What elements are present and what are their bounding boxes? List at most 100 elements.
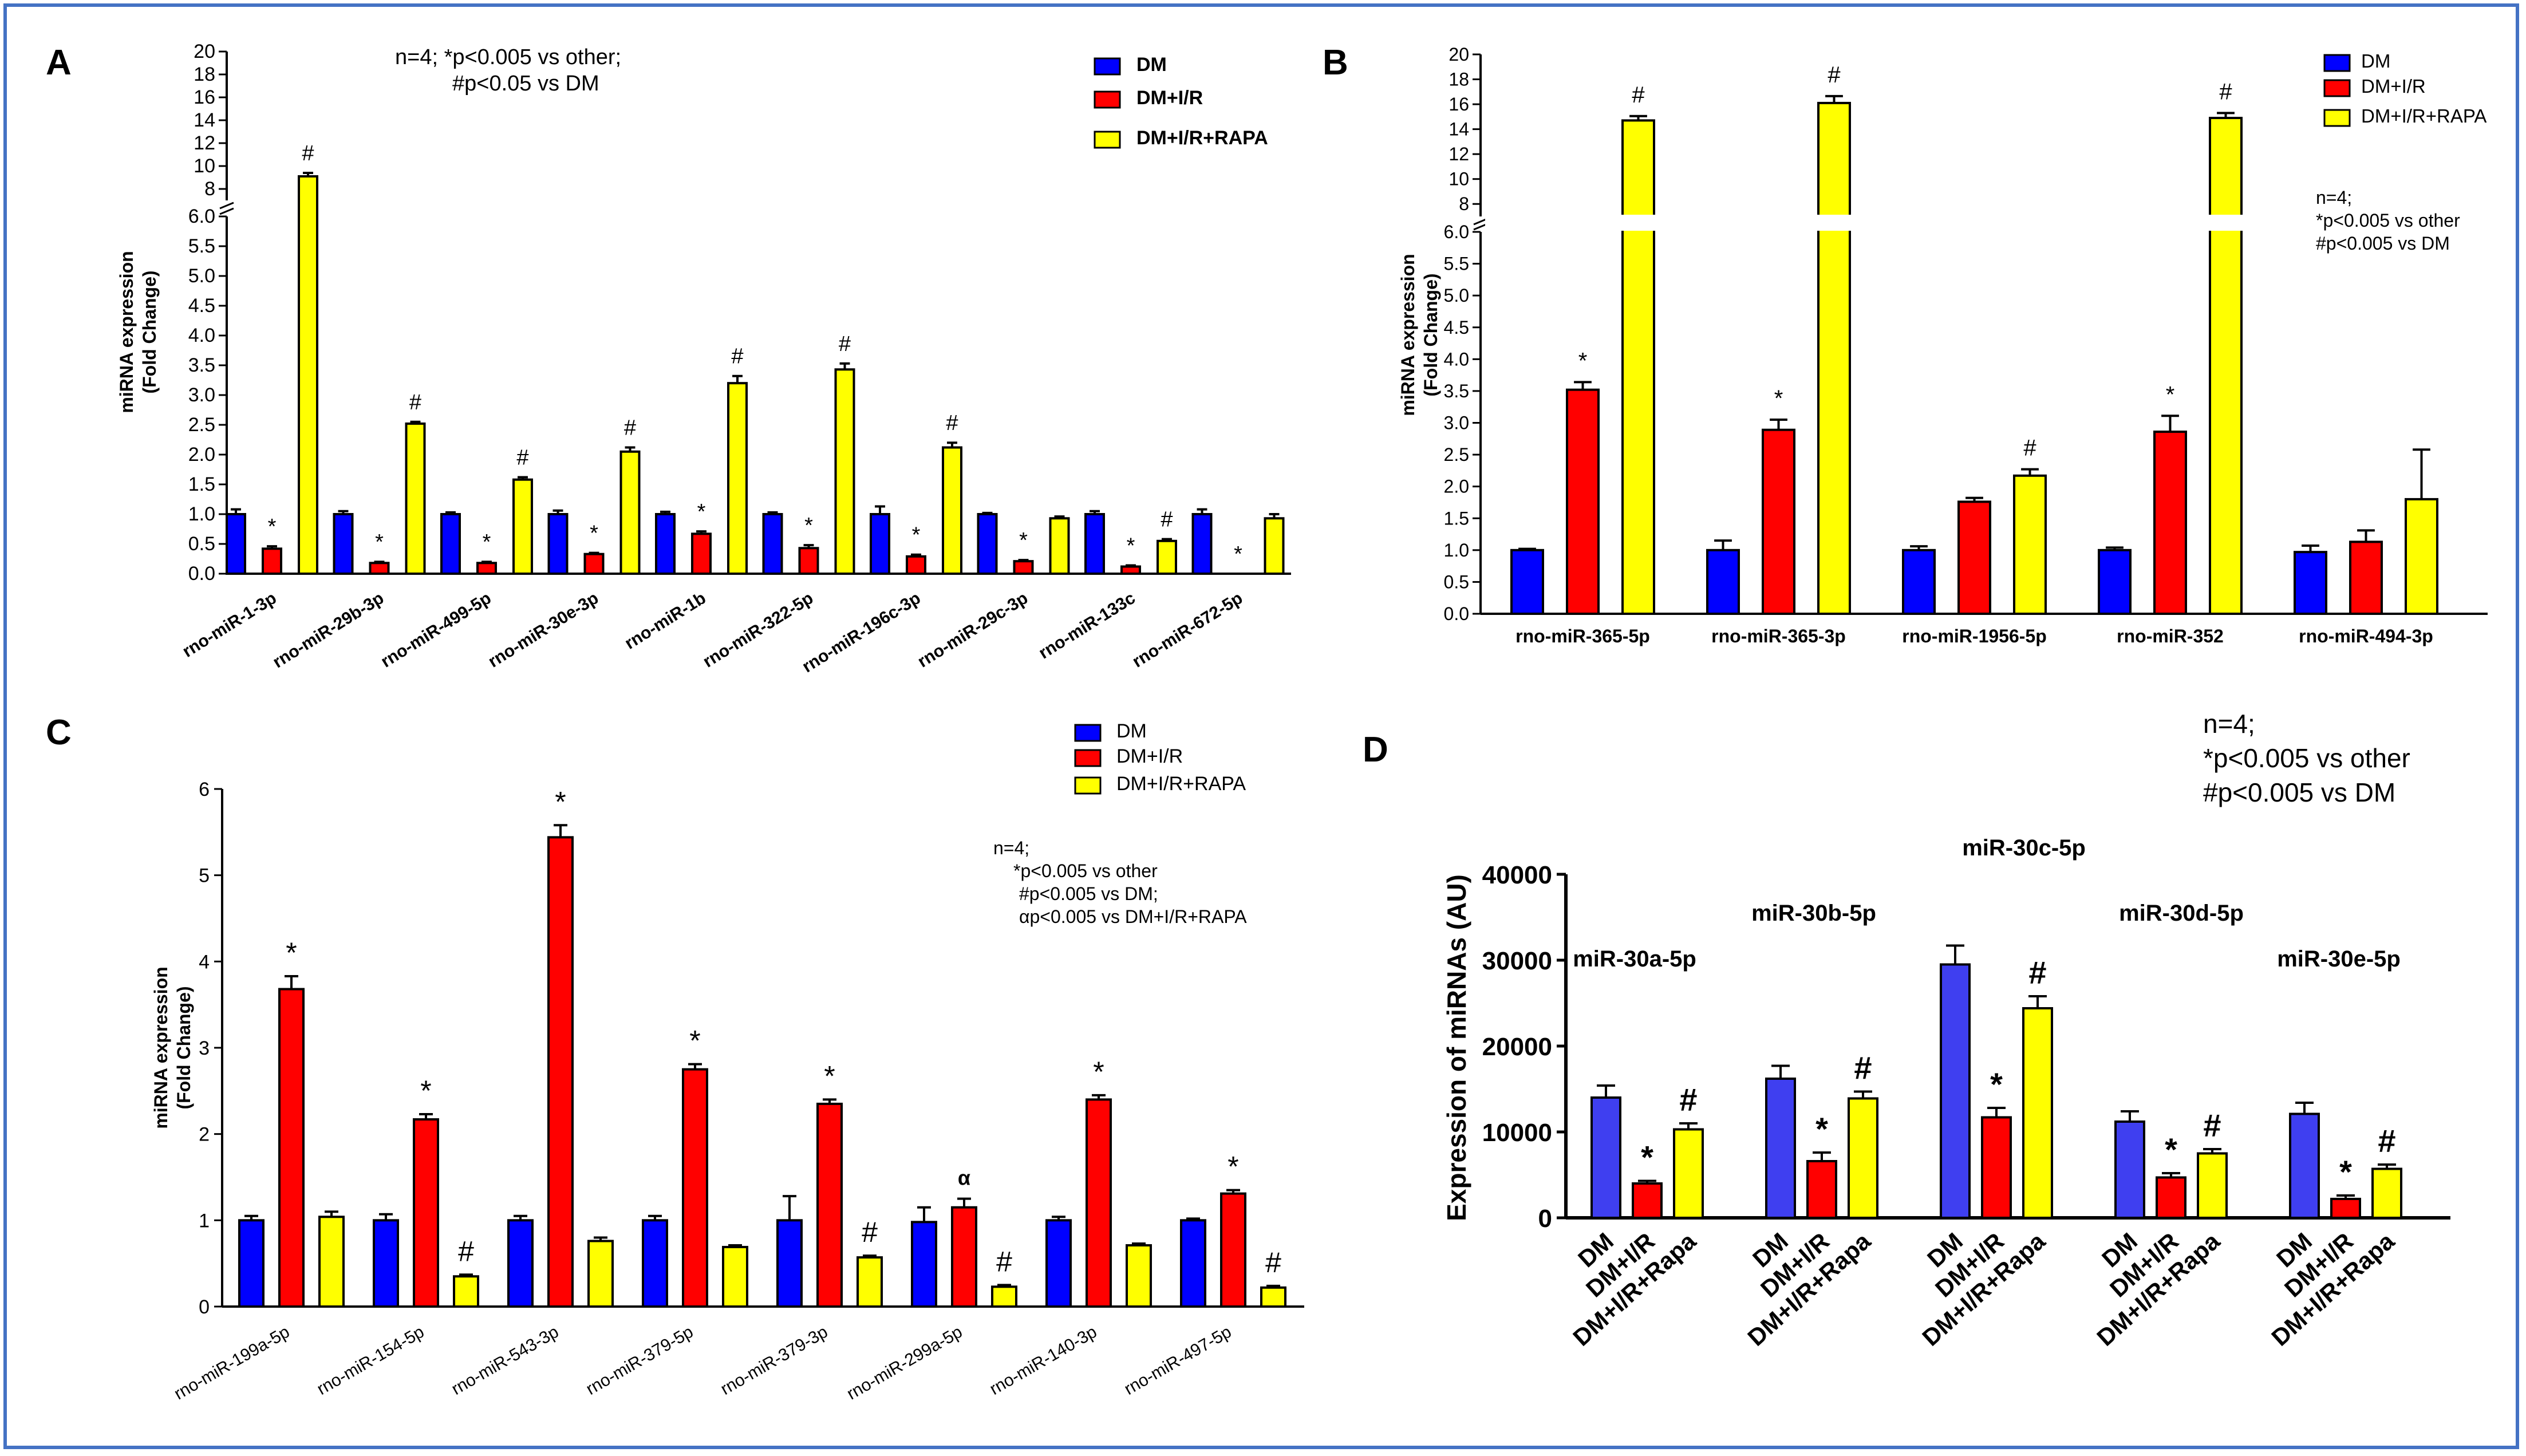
- legend-swatch: [2323, 79, 2351, 97]
- bar-B-rno-miR-352-s1: [2153, 431, 2187, 615]
- significance-mark: #: [409, 390, 421, 415]
- bar-C-rno-miR-154-5p-s2: [453, 1275, 479, 1308]
- y-tick-label: 6.0: [188, 206, 215, 227]
- bar-A-rno-miR-196c-3p-s1: [906, 555, 926, 575]
- y-tick-label: 4.0: [188, 325, 215, 346]
- bar-A-rno-miR-499-5p-s2: [512, 478, 533, 575]
- legend-swatch: [2323, 54, 2351, 72]
- y-tick-label: 40000: [1482, 861, 1552, 889]
- x-category-label: rno-miR-379-3p: [717, 1322, 831, 1399]
- y-tick-label: 8: [1459, 194, 1469, 214]
- x-category-label: rno-miR-1956-5p: [1902, 626, 2047, 646]
- bar-A-rno-miR-1b-s2: [727, 382, 748, 575]
- y-axis-label-line: Expression of miRNAs (AU): [1442, 874, 1471, 1221]
- bar-D-miR-30d-5p-s1: [2156, 1176, 2186, 1219]
- significance-mark: #: [2219, 79, 2232, 104]
- bar-C-rno-miR-379-5p-s1: [682, 1068, 708, 1308]
- mirna-group-title: miR-30e-5p: [2277, 946, 2401, 972]
- significance-mark: #: [516, 446, 528, 470]
- y-tick-label: 4.5: [1444, 317, 1469, 338]
- bar-C-rno-miR-140-3p-s1: [1086, 1098, 1112, 1308]
- y-tick-label: 16: [194, 86, 215, 108]
- y-tick-label: 12: [1448, 144, 1469, 164]
- legend-entry: DM+I/R+RAPA: [1116, 773, 1246, 795]
- bar-D-miR-30a-5p-s0: [1590, 1096, 1621, 1219]
- bar-B-rno-miR-352-s0: [2098, 549, 2132, 615]
- axis-break-gap: [1485, 215, 2492, 231]
- bar-B-rno-miR-1956-5p-s0: [1902, 549, 1936, 615]
- x-category-label: rno-miR-365-3p: [1711, 626, 1846, 646]
- significance-mark: *: [1641, 1139, 1653, 1175]
- y-axis-label-line: (Fold Change): [173, 986, 194, 1109]
- mirna-group-title: miR-30a-5p: [1573, 946, 1696, 972]
- y-axis-label-line: miRNA expression: [151, 966, 171, 1129]
- y-tick-label: 0: [199, 1296, 210, 1318]
- significance-mark: *: [420, 1075, 431, 1107]
- significance-mark: #: [996, 1245, 1012, 1277]
- bar-C-rno-miR-497-5p-s2: [1260, 1286, 1286, 1308]
- y-tick-label: 5.0: [1444, 285, 1469, 306]
- mirna-group-title: miR-30c-5p: [1962, 835, 2086, 861]
- significance-mark: *: [1990, 1066, 2003, 1102]
- legend-swatch: [1094, 57, 1121, 76]
- significance-mark: *: [375, 530, 384, 554]
- bar-A-rno-miR-1-3p-s0: [226, 513, 246, 575]
- mirna-group-title: miR-30b-5p: [1751, 901, 1876, 926]
- x-category-label: rno-miR-1-3p: [179, 589, 280, 661]
- x-category-label: rno-miR-543-3p: [448, 1322, 562, 1399]
- annotation-line: *p<0.005 vs other: [2203, 743, 2410, 773]
- legend-swatch: [1074, 724, 1102, 742]
- y-tick-label: 30000: [1482, 947, 1552, 975]
- bar-C-rno-miR-379-3p-s1: [816, 1102, 843, 1308]
- panel-label-a: A: [46, 43, 72, 82]
- bar-A-rno-miR-133c-s2: [1157, 539, 1177, 575]
- y-tick-label: 2.5: [188, 414, 215, 436]
- bar-C-rno-miR-140-3p-s0: [1045, 1219, 1072, 1308]
- y-tick-label: 20: [194, 41, 215, 62]
- y-tick-label: 8: [204, 178, 215, 200]
- annotation-line: n=4;: [2316, 187, 2352, 208]
- bar-A-rno-miR-1b-s1: [691, 532, 712, 575]
- x-category-label: rno-miR-199a-5p: [171, 1322, 293, 1403]
- x-category-label: rno-miR-497-5p: [1121, 1322, 1234, 1399]
- annotation-line: #p<0.005 vs DM: [2203, 778, 2395, 807]
- y-tick-label: 16: [1448, 94, 1469, 115]
- y-axis-label-line: miRNA expression: [1398, 254, 1418, 416]
- y-tick-label: 6.0: [1444, 222, 1469, 242]
- annotation-line: #p<0.005 vs DM: [2316, 233, 2450, 254]
- significance-mark: #: [1828, 62, 1841, 88]
- panel-label-b: B: [1323, 43, 1348, 82]
- bar-C-rno-miR-497-5p-s1: [1220, 1192, 1246, 1308]
- y-tick-label: 1.0: [1444, 540, 1469, 561]
- significance-mark: *: [2166, 382, 2175, 407]
- bar-A-rno-miR-133c-s1: [1120, 565, 1141, 575]
- y-tick-label: 10: [194, 155, 215, 177]
- bar-A-rno-miR-196c-3p-s2: [942, 446, 962, 575]
- significance-mark: *: [1127, 534, 1135, 558]
- annotation-line: #p<0.05 vs DM: [452, 72, 599, 96]
- x-category-label: rno-miR-499-5p: [378, 589, 495, 672]
- y-axis-label: miRNA expression (Fold Change): [151, 966, 194, 1129]
- bar-C-rno-miR-497-5p-s0: [1180, 1219, 1206, 1308]
- bar-A-rno-miR-499-5p-s0: [440, 513, 461, 575]
- annotation-line: *p<0.005 vs other: [2316, 210, 2460, 231]
- y-axis-label-line: (Fold Change): [1420, 273, 1441, 396]
- bar-A-rno-miR-322-5p-s0: [762, 513, 783, 575]
- bar-A-rno-miR-672-5p-s0: [1191, 513, 1213, 575]
- bar-B-rno-miR-1956-5p-s1: [1957, 500, 1991, 615]
- y-tick-label: 4.0: [1444, 349, 1469, 369]
- legend-swatch: [1074, 776, 1102, 795]
- x-category-label: rno-miR-1b: [622, 589, 709, 653]
- significance-mark: #: [2203, 1107, 2221, 1143]
- y-tick-label: 3.0: [188, 384, 215, 406]
- y-tick-label: 4: [199, 951, 210, 973]
- bar-D-miR-30e-5p-s2: [2371, 1167, 2402, 1219]
- y-tick-label: 3: [199, 1037, 210, 1059]
- significance-mark: *: [1228, 1151, 1238, 1183]
- significance-mark: #: [1265, 1246, 1281, 1279]
- bar-B-rno-miR-365-3p-s2: [1817, 101, 1851, 615]
- bar-B-rno-miR-365-5p-s2: [1621, 119, 1655, 615]
- significance-mark: #: [1161, 508, 1173, 532]
- significance-mark: *: [268, 515, 277, 539]
- panel-D: 0 10000 20000 30000 40000 Expression of miRNA…: [1363, 709, 2450, 1351]
